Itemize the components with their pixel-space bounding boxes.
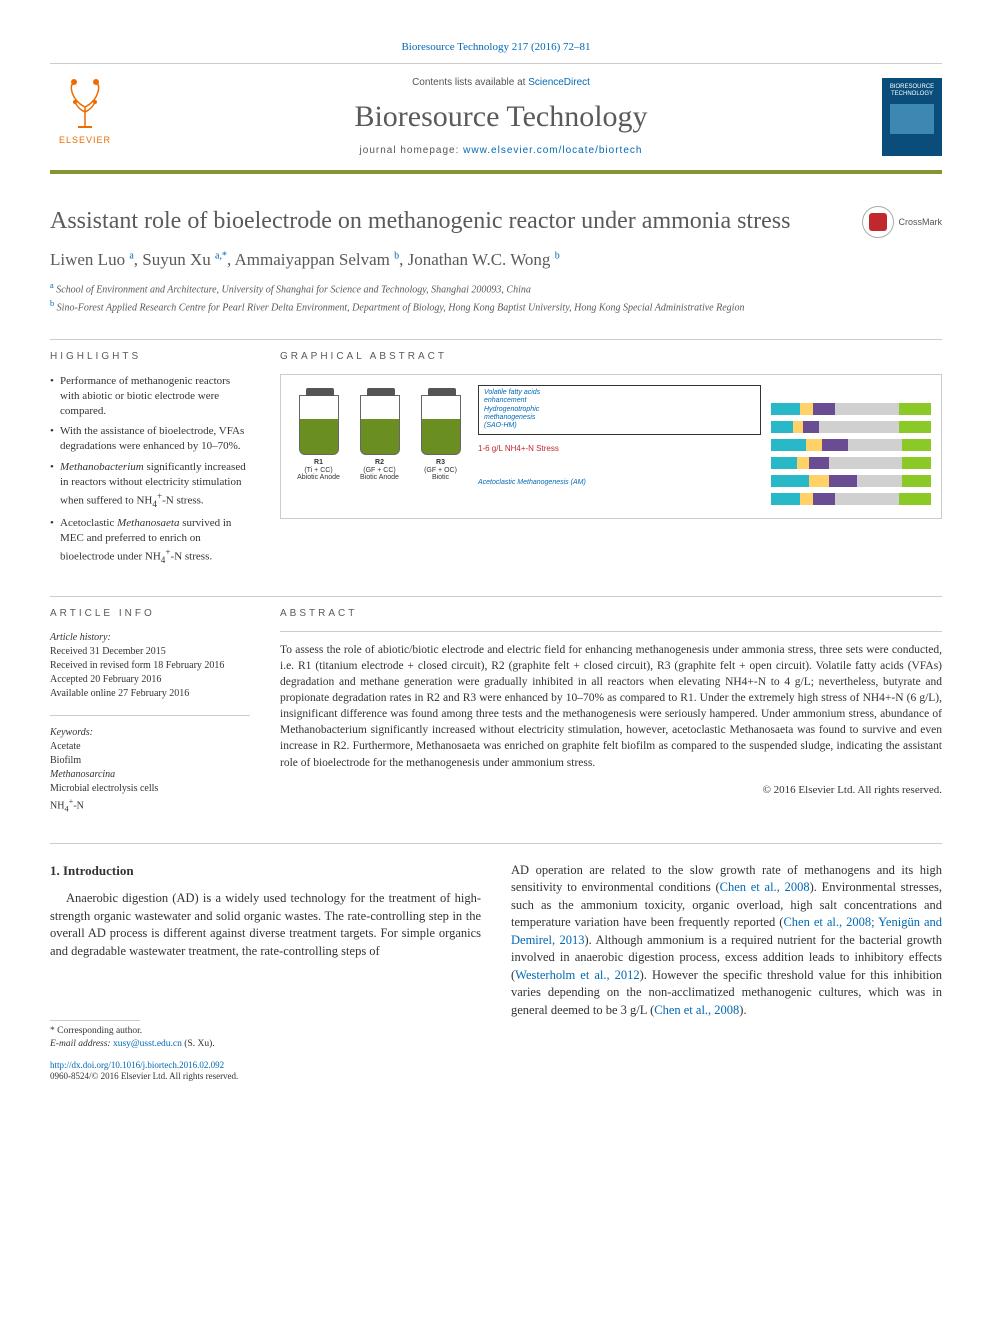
ga-bar-row [771, 457, 931, 469]
homepage-link[interactable]: www.elsevier.com/locate/biortech [463, 145, 642, 156]
rule [50, 596, 942, 597]
ga-bar-row [771, 403, 931, 415]
keyword: Acetate [50, 740, 250, 754]
footnote-rule [50, 1020, 140, 1021]
ga-stress-label: 1-6 g/L NH4+-N Stress [478, 443, 761, 454]
ga-legend: Volatile fatty acidsenhancementHydrogeno… [478, 385, 761, 435]
keyword: Methanosarcina [50, 768, 250, 782]
ga-bar-row [771, 493, 931, 505]
highlights-block: HIGHLIGHTS Performance of methanogenic r… [50, 350, 250, 572]
keywords-label: Keywords: [50, 726, 250, 740]
ga-bottom-caption: Acetoclastic Methanogenesis (AM) [478, 478, 761, 488]
history-label: Article history: [50, 631, 250, 645]
email-label: E-mail address: [50, 1039, 113, 1049]
crossmark-label: CrossMark [898, 216, 942, 229]
keyword: NH4+-N [50, 796, 250, 815]
affiliation-a: School of Environment and Architecture, … [56, 285, 531, 296]
keyword: Biofilm [50, 754, 250, 768]
highlight-item: With the assistance of bioelectrode, VFA… [50, 424, 250, 454]
rule [280, 631, 942, 632]
elsevier-logo[interactable]: ELSEVIER [50, 77, 120, 157]
homepage-prefix: journal homepage: [360, 145, 464, 156]
ga-bar-row [771, 475, 931, 487]
masthead: ELSEVIER Contents lists available at Sci… [50, 64, 942, 174]
ga-stacked-bars [771, 385, 931, 508]
history-line: Received 31 December 2015 [50, 645, 250, 659]
rule [50, 339, 942, 340]
cover-label: BIORESOURCE TECHNOLOGY [882, 84, 942, 97]
section-1-heading: 1. Introduction [50, 862, 481, 880]
affiliation-b: Sino-Forest Applied Research Centre for … [57, 302, 745, 313]
article-info-heading: ARTICLE INFO [50, 607, 250, 621]
history-line: Accepted 20 February 2016 [50, 673, 250, 687]
ga-reactor: R3(GF + OC)Biotic [413, 385, 468, 508]
doi-link[interactable]: http://dx.doi.org/10.1016/j.biortech.201… [50, 1060, 224, 1070]
email-suffix: (S. Xu). [182, 1039, 215, 1049]
highlight-item: Performance of methanogenic reactors wit… [50, 374, 250, 419]
contents-line: Contents lists available at ScienceDirec… [120, 76, 882, 90]
history-lines: Received 31 December 2015Received in rev… [50, 645, 250, 701]
elsevier-name: ELSEVIER [59, 134, 111, 147]
highlight-item: Methanobacterium significantly increased… [50, 460, 250, 510]
highlights-list: Performance of methanogenic reactors wit… [50, 374, 250, 566]
crossmark-badge[interactable] [862, 206, 894, 238]
article-info-block: ARTICLE INFO Article history: Received 3… [50, 607, 250, 815]
history-line: Received in revised form 18 February 201… [50, 659, 250, 673]
ga-bar-row [771, 421, 931, 433]
header-citation: Bioresource Technology 217 (2016) 72–81 [50, 40, 942, 55]
homepage-line: journal homepage: www.elsevier.com/locat… [120, 144, 882, 158]
graphical-heading: GRAPHICAL ABSTRACT [280, 350, 942, 364]
rule [50, 715, 250, 716]
cover-image-placeholder [890, 104, 934, 134]
email-footnote: E-mail address: xusy@usst.edu.cn (S. Xu)… [50, 1038, 481, 1051]
abstract-copyright: © 2016 Elsevier Ltd. All rights reserved… [280, 783, 942, 798]
abstract-text: To assess the role of abiotic/biotic ele… [280, 642, 942, 771]
ga-bar-row [771, 439, 931, 451]
sciencedirect-link[interactable]: ScienceDirect [528, 77, 590, 88]
body-col2-p1: AD operation are related to the slow gro… [511, 862, 942, 1020]
email-link[interactable]: xusy@usst.edu.cn [113, 1039, 182, 1049]
doi-block: http://dx.doi.org/10.1016/j.biortech.201… [50, 1060, 481, 1083]
ga-reactor: R1(Ti + CC)Abiotic Anode [291, 385, 346, 508]
keywords-list: AcetateBiofilmMethanosarcinaMicrobial el… [50, 740, 250, 815]
ga-reactor: R2(GF + CC)Biotic Anode [352, 385, 407, 508]
contents-prefix: Contents lists available at [412, 77, 528, 88]
journal-cover-thumb: BIORESOURCE TECHNOLOGY [882, 78, 942, 156]
history-line: Available online 27 February 2016 [50, 687, 250, 701]
body-col1-p1: Anaerobic digestion (AD) is a widely use… [50, 890, 481, 960]
rule [50, 843, 942, 844]
corresponding-author: * Corresponding author. [50, 1025, 481, 1038]
graphical-abstract: R1(Ti + CC)Abiotic Anode R2(GF + CC)Biot… [280, 374, 942, 519]
authors-line: Liwen Luo a, Suyun Xu a,*, Ammaiyappan S… [50, 248, 942, 272]
elsevier-tree-icon [60, 77, 110, 132]
highlights-heading: HIGHLIGHTS [50, 350, 250, 364]
highlight-item: Acetoclastic Methanosaeta survived in ME… [50, 516, 250, 566]
affiliations: a School of Environment and Architecture… [50, 280, 942, 315]
abstract-heading: ABSTRACT [280, 607, 942, 621]
article-title: Assistant role of bioelectrode on methan… [50, 206, 852, 236]
crossmark-icon [869, 213, 887, 231]
keyword: Microbial electrolysis cells [50, 782, 250, 796]
journal-title: Bioresource Technology [120, 96, 882, 138]
issn-line: 0960-8524/© 2016 Elsevier Ltd. All right… [50, 1071, 238, 1081]
